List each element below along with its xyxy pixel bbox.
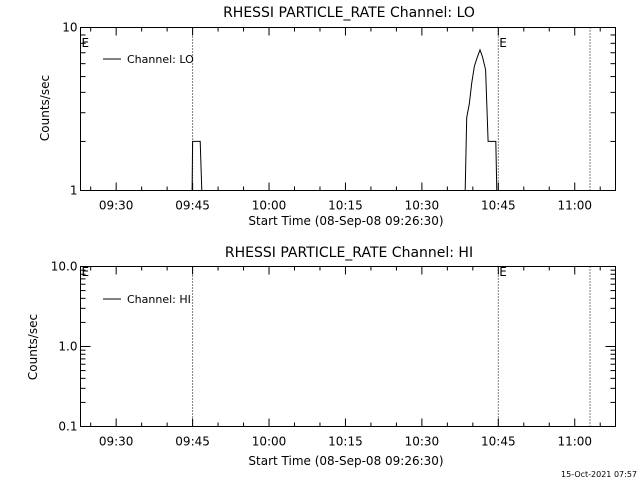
x-tick-label: 10:00 <box>252 435 287 449</box>
plot-frame-lo <box>80 27 616 191</box>
event-marker-label: E <box>499 36 507 50</box>
event-marker-label: E <box>499 265 507 279</box>
x-tick-label: 09:45 <box>175 199 210 213</box>
panel-hi-marks: 09:30 09:45 10:00 10:15 10:30 10:45 11:00 0.1 1.… <box>51 260 616 449</box>
y-tick-label: 1.0 <box>58 340 77 354</box>
x-tick-label: 09:30 <box>99 435 134 449</box>
x-tick-label: 11:00 <box>557 199 592 213</box>
legend-entry: Channel: HI <box>127 293 191 306</box>
chart-title-hi: RHESSI PARTICLE_RATE Channel: HI <box>225 245 473 261</box>
x-axis-label-hi: Start Time (08-Sep-08 09:26:30) <box>248 454 443 468</box>
x-tick-label: 10:15 <box>328 199 363 213</box>
x-tick-label: 10:30 <box>405 435 440 449</box>
chart-title-lo: RHESSI PARTICLE_RATE Channel: LO <box>223 5 475 21</box>
x-tick-label: 10:00 <box>252 199 287 213</box>
legend-entry: Channel: LO <box>127 53 194 66</box>
panel-lo-marks: 09:30 09:45 10:00 10:15 10:30 10:45 11:00 1 10 E E… <box>62 21 616 213</box>
x-tick-label: 09:45 <box>175 435 210 449</box>
panel-hi: RHESSI PARTICLE_RATE Channel: HI Counts/… <box>26 245 616 468</box>
y-tick-label: 0.1 <box>58 420 77 434</box>
event-marker-label: E <box>82 265 90 279</box>
x-tick-label: 10:15 <box>328 435 363 449</box>
series-line-lo <box>80 48 616 191</box>
footer-timestamp: 15-Oct-2021 07:57 <box>561 470 637 479</box>
x-tick-label: 11:00 <box>557 435 592 449</box>
y-tick-label: 1 <box>70 184 78 198</box>
x-tick-label: 09:30 <box>99 199 134 213</box>
x-axis-label-lo: Start Time (08-Sep-08 09:26:30) <box>248 214 443 228</box>
event-marker-label: E <box>82 36 90 50</box>
y-axis-label-hi: Counts/sec <box>26 314 40 380</box>
x-tick-label: 10:30 <box>405 199 440 213</box>
plot-frame-hi <box>80 266 616 427</box>
panel-lo: RHESSI PARTICLE_RATE Channel: LO Counts/… <box>38 5 616 228</box>
x-tick-label: 10:45 <box>481 435 516 449</box>
y-axis-label-lo: Counts/sec <box>38 75 52 141</box>
y-tick-label: 10.0 <box>51 260 78 274</box>
x-tick-label: 10:45 <box>481 199 516 213</box>
y-tick-label: 10 <box>62 21 77 35</box>
